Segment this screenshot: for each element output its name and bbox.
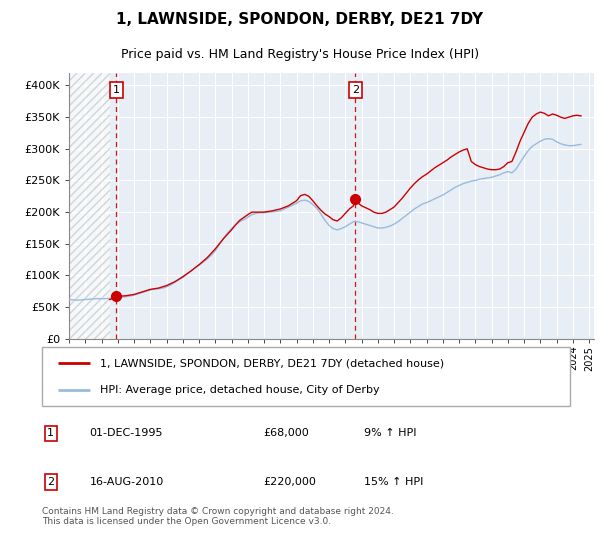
Text: 1: 1 [47,428,54,438]
FancyBboxPatch shape [42,347,570,406]
Text: £68,000: £68,000 [264,428,310,438]
Text: Contains HM Land Registry data © Crown copyright and database right 2024.
This d: Contains HM Land Registry data © Crown c… [42,507,394,526]
Bar [69,73,110,339]
Text: 15% ↑ HPI: 15% ↑ HPI [364,477,424,487]
Text: Price paid vs. HM Land Registry's House Price Index (HPI): Price paid vs. HM Land Registry's House … [121,48,479,61]
Text: 1, LAWNSIDE, SPONDON, DERBY, DE21 7DY (detached house): 1, LAWNSIDE, SPONDON, DERBY, DE21 7DY (d… [100,358,444,368]
Text: 2: 2 [352,85,359,95]
Text: £220,000: £220,000 [264,477,317,487]
Text: 9% ↑ HPI: 9% ↑ HPI [364,428,416,438]
Text: 16-AUG-2010: 16-AUG-2010 [89,477,164,487]
Text: 2: 2 [47,477,55,487]
Text: 1, LAWNSIDE, SPONDON, DERBY, DE21 7DY: 1, LAWNSIDE, SPONDON, DERBY, DE21 7DY [116,12,484,27]
Text: 01-DEC-1995: 01-DEC-1995 [89,428,163,438]
Text: 1: 1 [113,85,120,95]
Text: HPI: Average price, detached house, City of Derby: HPI: Average price, detached house, City… [100,385,380,395]
